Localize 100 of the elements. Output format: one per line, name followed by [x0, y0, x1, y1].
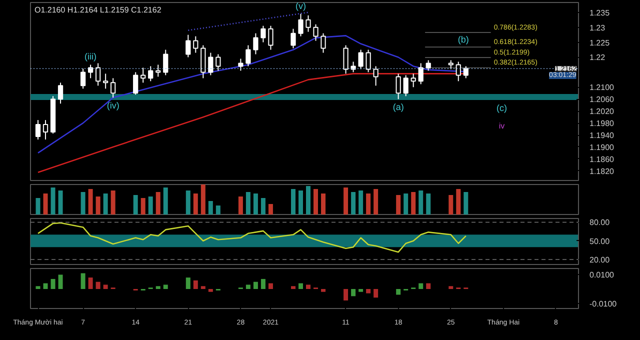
bar: [216, 206, 220, 214]
y-tick-label: 1.1820: [590, 166, 615, 176]
bar: [290, 189, 296, 214]
y-tick-label: 1.2060: [590, 95, 615, 104]
y-tick-label: 1.2100: [590, 83, 615, 92]
bar: [366, 194, 371, 214]
bar: [396, 195, 401, 214]
candlestick: [313, 24, 318, 42]
candlestick: [290, 28, 296, 49]
candlestick: [456, 61, 461, 82]
candlestick: [140, 67, 146, 84]
bar: [246, 284, 250, 289]
bar: [200, 286, 206, 289]
candlestick: [163, 49, 168, 76]
candlestick: [253, 32, 258, 55]
bar: [148, 196, 153, 214]
annotation: (a): [392, 102, 404, 112]
annotation: (c): [496, 102, 508, 113]
candlestick: [396, 73, 401, 100]
y-tick-label: 1.2020: [590, 107, 615, 116]
bar: [298, 283, 303, 289]
bar: [366, 289, 371, 294]
y-tick-label: 0.0100: [590, 270, 615, 280]
candlestick: [208, 52, 214, 76]
bar: [418, 190, 424, 214]
candlestick: [320, 32, 326, 54]
bar: [36, 286, 40, 289]
bar: [374, 189, 378, 214]
bar: [298, 190, 303, 214]
y-tick-label: 80.00: [590, 218, 610, 228]
candlestick: [186, 34, 191, 58]
bar: [186, 278, 190, 289]
candlestick: [426, 60, 431, 72]
bar: [103, 194, 108, 214]
chart-title: O1.2160 H1.2164 L1.2159 C1.2162: [34, 6, 162, 14]
line-series: [37, 222, 467, 253]
y-tick-label: 1.1940: [590, 131, 615, 140]
annotation: (iv): [106, 100, 120, 111]
bar: [448, 286, 454, 289]
y-tick-label: 50.00: [590, 236, 610, 246]
bar: [163, 188, 168, 214]
candlestick: [80, 68, 86, 90]
bar: [193, 280, 198, 289]
bar: [36, 198, 40, 214]
annotation: (iii): [84, 52, 97, 62]
bar: [358, 289, 364, 292]
bar: [200, 184, 206, 214]
y-tick-label: 1.22: [590, 53, 606, 62]
candlestick: [246, 44, 251, 67]
candlestick: [350, 61, 356, 73]
bar: [50, 188, 56, 214]
candlestick: [133, 72, 138, 96]
bar: [306, 284, 311, 289]
y-tick-label: 1.1980: [590, 119, 615, 128]
candlestick: [156, 64, 161, 78]
annotation: iv: [498, 122, 505, 131]
candlestick: [110, 78, 116, 98]
bar: [351, 289, 356, 296]
candlestick: [35, 120, 41, 140]
bar: [163, 284, 168, 289]
bar: [156, 192, 160, 214]
bar: [133, 195, 138, 214]
candlestick: [200, 44, 206, 79]
bar: [186, 190, 190, 214]
bar: [208, 289, 213, 292]
bar: [306, 186, 311, 214]
y-tick-label: 1.225: [590, 38, 610, 48]
bar: [290, 286, 296, 289]
bar: [418, 283, 424, 289]
bar: [50, 278, 56, 289]
bar: [156, 286, 160, 289]
candlestick: [463, 66, 468, 79]
bar: [253, 194, 258, 214]
candlestick: [260, 25, 266, 43]
bar: [208, 201, 213, 214]
candlestick: [343, 44, 348, 74]
bar: [58, 274, 63, 289]
bar: [80, 273, 86, 289]
bar: [404, 194, 408, 214]
candlestick: [366, 49, 371, 73]
bar: [426, 283, 431, 289]
bar: [374, 289, 378, 298]
y-tick-label: -0.0100: [590, 299, 618, 308]
bar: [140, 198, 146, 214]
candlestick: [103, 73, 108, 90]
candlestick: [298, 13, 304, 37]
candlestick: [58, 82, 64, 104]
candlestick: [95, 62, 101, 86]
bar: [43, 194, 48, 214]
candlestick: [306, 14, 311, 32]
bar: [96, 196, 100, 214]
bar: [260, 198, 266, 214]
bar: [268, 204, 273, 214]
candlestick: [403, 74, 408, 97]
y-tick-label: 1.1860: [590, 154, 615, 164]
y-tick-label: 1.23: [590, 23, 606, 32]
candlestick: [418, 62, 424, 85]
candlestick: [358, 49, 364, 70]
bar: [396, 289, 401, 295]
bar: [88, 189, 93, 214]
